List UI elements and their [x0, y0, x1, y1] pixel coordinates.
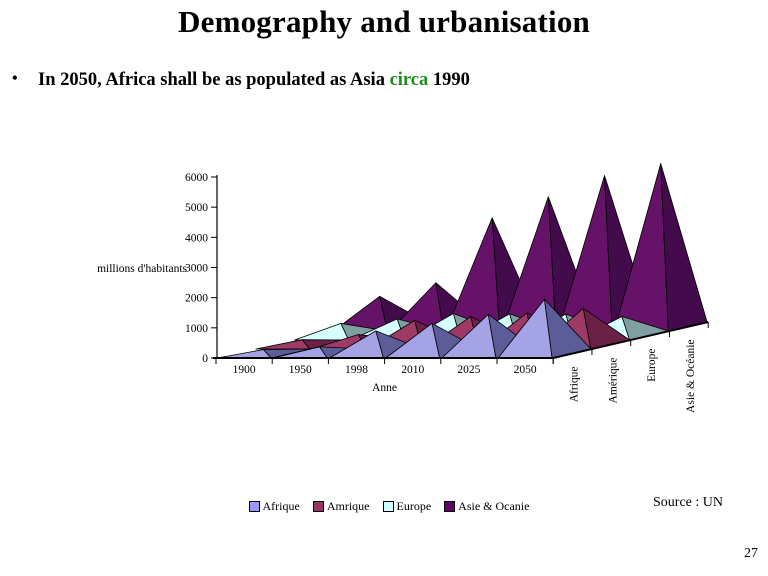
bullet-marker: •: [12, 70, 18, 87]
x-tick-label: 2025: [457, 364, 480, 376]
series-axis-label: Amérique: [607, 358, 619, 404]
pyramid-front-0-0: [216, 349, 272, 359]
y-tick-label: 3000: [185, 263, 208, 275]
x-tick-label: 1950: [289, 364, 312, 376]
x-tick-label: 2050: [514, 364, 537, 376]
legend-swatch: [444, 501, 456, 512]
legend-swatch: [382, 501, 394, 512]
legend-label: Afrique: [262, 499, 300, 513]
series-axis-label: Afrique: [569, 367, 581, 403]
pyramid-side-3-5: [660, 163, 708, 332]
bullet-text: In 2050, Africa shall be as populated as…: [38, 70, 470, 90]
legend-label: Amrique: [326, 499, 370, 513]
series-axis-label: Asie & Océanie: [685, 340, 697, 413]
pyramid-front-2-0: [294, 323, 350, 341]
legend-item-europe: Europe: [382, 499, 432, 514]
y-tick-label: 6000: [185, 172, 208, 184]
population-pyramid-chart: 0 1000 2000 3000 4000 5000 6000 millions d'habi…: [97, 163, 709, 413]
legend-swatch: [248, 501, 260, 512]
series-axis-label: Europe: [646, 349, 658, 382]
x-tick-label: 1900: [233, 364, 256, 376]
y-tick-label: 4000: [185, 232, 208, 244]
legend-label: Asie & Ocanie: [458, 499, 530, 513]
chart-legend: Afrique Amrique Europe Asie & Ocanie: [24, 499, 754, 514]
legend-label: Europe: [396, 499, 432, 513]
y-tick-label: 1000: [185, 323, 208, 335]
bullet-highlight-word: circa: [389, 70, 429, 90]
bullet-item: • In 2050, Africa shall be as populated a…: [12, 70, 752, 91]
y-axis-title: millions d'habitants: [97, 263, 187, 275]
slide-title: Demography and urbanisation: [178, 4, 590, 39]
bullet-text-pre: In 2050, Africa shall be as populated as…: [38, 70, 390, 90]
legend-item-asie-oc-anie: Asie & Ocanie: [444, 499, 529, 514]
legend-item-am-rique: Amrique: [312, 499, 370, 514]
x-tick-label: 1998: [345, 364, 368, 376]
legend-swatch: [312, 501, 324, 512]
y-tick-label: 2000: [185, 293, 208, 305]
y-tick-label: 0: [202, 353, 208, 365]
bullet-text-post: 1990: [428, 70, 470, 90]
x-axis-title: Anne: [372, 382, 397, 394]
page-number: 27: [744, 546, 758, 561]
source-label: Source : UN: [653, 495, 723, 510]
pyramid-front-1-0: [255, 339, 311, 350]
y-tick-label: 5000: [185, 202, 208, 214]
x-tick-label: 2010: [401, 364, 424, 376]
legend-item-afrique: Afrique: [248, 499, 300, 514]
